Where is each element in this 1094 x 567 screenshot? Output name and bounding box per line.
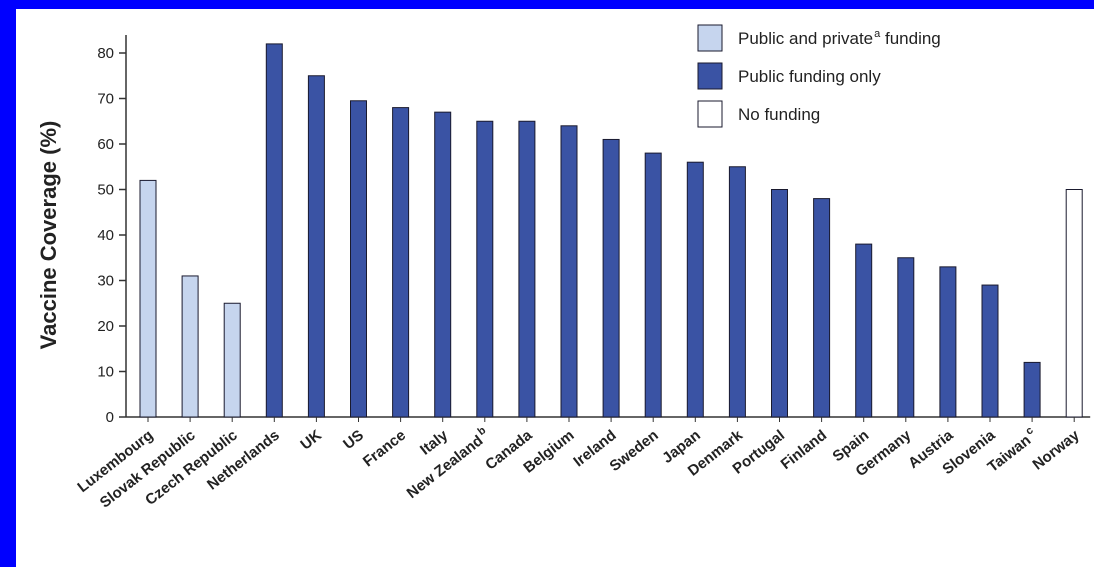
- bar: [139, 179, 157, 418]
- y-axis-title: Vaccine Coverage (%): [36, 121, 61, 350]
- y-tick-label: 30: [97, 273, 114, 290]
- legend-swatch: [697, 62, 723, 90]
- bar: [518, 120, 536, 418]
- x-tick-label: Sweden: [607, 427, 662, 475]
- x-tick-label: US: [340, 427, 367, 453]
- y-tick-label: 70: [97, 91, 114, 108]
- x-tick-label: France: [360, 427, 409, 471]
- bar: [728, 166, 746, 418]
- bar: [939, 266, 957, 418]
- legend-label: Public and privatea funding: [738, 28, 941, 48]
- bar: [813, 198, 831, 418]
- bar: [1023, 361, 1041, 418]
- bar: [476, 120, 494, 418]
- y-tick-label: 40: [97, 227, 114, 244]
- bar: [307, 75, 325, 418]
- legend-label: Public funding only: [738, 67, 881, 86]
- bar: [560, 125, 578, 418]
- bar: [981, 284, 999, 418]
- x-tick-label: Norway: [1029, 426, 1083, 473]
- legend-swatch: [697, 100, 723, 128]
- bar: [686, 161, 704, 418]
- y-tick-label: 20: [97, 318, 114, 335]
- x-tick-label-superscript: b: [476, 424, 489, 438]
- x-tick-label: UK: [297, 427, 325, 454]
- bar: [855, 243, 873, 418]
- bar: [181, 275, 199, 418]
- bar: [1065, 189, 1083, 418]
- legend-swatch: [697, 24, 723, 52]
- y-tick-label: 60: [97, 136, 114, 153]
- bar: [771, 189, 788, 418]
- bar: [434, 111, 452, 418]
- x-tick-label-superscript: c: [1023, 424, 1035, 437]
- chart-frame: 0 10 20 30 40 50 60 70 80 Vaccine Coverage (%) Lux…: [16, 9, 1094, 567]
- bar: [897, 257, 915, 418]
- y-tick-label: 80: [97, 45, 114, 62]
- x-tick-label: Finland: [778, 427, 830, 473]
- bar: [644, 152, 662, 418]
- legend-label: No funding: [738, 105, 820, 124]
- y-tick-label: 50: [97, 182, 114, 199]
- bar: [223, 302, 241, 418]
- y-tick-label: 10: [97, 364, 114, 381]
- bar: [392, 107, 410, 418]
- bar: [265, 43, 283, 418]
- bar: [602, 138, 620, 418]
- x-tick-label: Italy: [417, 426, 452, 458]
- bar: [350, 100, 367, 418]
- y-tick-label: 0: [106, 409, 114, 426]
